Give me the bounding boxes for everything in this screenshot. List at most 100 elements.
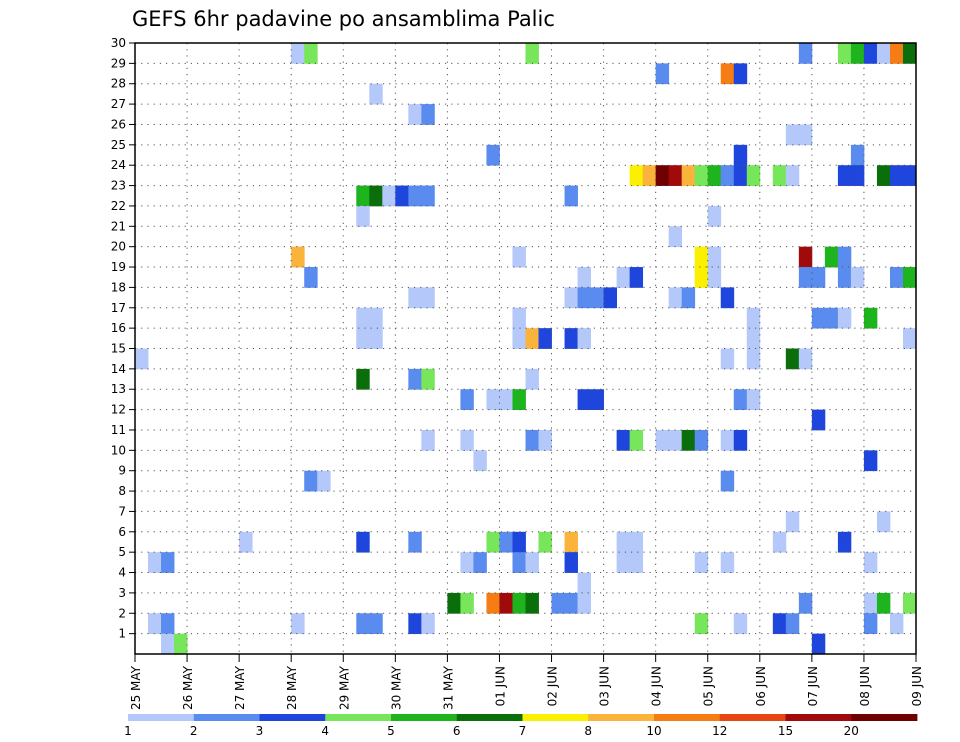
x-tick-label: 02 JUN	[546, 666, 560, 706]
heatmap-cell	[499, 389, 513, 410]
heatmap-cell	[720, 429, 735, 451]
heatmap-cell	[655, 165, 670, 186]
heatmap-cell	[668, 165, 683, 186]
heatmap-cell	[733, 429, 748, 451]
y-tick-label: 18	[111, 280, 126, 294]
heatmap-cell	[577, 287, 591, 309]
legend-label: 6	[453, 724, 461, 738]
heatmap-cell	[811, 307, 826, 329]
heatmap-cell	[694, 429, 709, 451]
heatmap-cell	[356, 613, 370, 635]
heatmap-cell	[564, 328, 578, 349]
heatmap-cell	[902, 267, 917, 288]
legend-label: 8	[584, 724, 592, 738]
y-tick-label: 10	[111, 443, 126, 457]
heatmap-cell	[785, 613, 800, 635]
heatmap-cell	[772, 531, 787, 553]
x-tick-label: 07 JUN	[806, 666, 820, 706]
x-tick-label: 30 MAY	[389, 665, 403, 710]
x-tick-label: 04 JUN	[650, 666, 664, 706]
heatmap-cell	[707, 205, 722, 227]
heatmap-cell	[824, 246, 839, 268]
heatmap-cell	[395, 185, 409, 207]
legend-swatch	[851, 714, 918, 721]
heatmap-cell	[720, 63, 735, 85]
heatmap-cell	[629, 552, 644, 573]
y-tick-label: 22	[111, 199, 126, 213]
x-tick-label: 27 MAY	[233, 665, 247, 710]
heatmap-cell	[876, 165, 891, 186]
y-tick-label: 17	[111, 301, 126, 315]
heatmap-cell	[161, 552, 175, 573]
heatmap-cell	[512, 389, 526, 410]
heatmap-cell	[512, 307, 526, 329]
heatmap-cell	[460, 389, 474, 410]
heatmap-cell	[889, 613, 904, 635]
heatmap-cell	[629, 267, 644, 288]
y-tick-label: 28	[111, 77, 126, 91]
heatmap-cell	[473, 552, 487, 573]
heatmap-cell	[382, 185, 396, 207]
heatmap-cell	[694, 613, 709, 635]
heatmap-cell	[408, 531, 422, 553]
heatmap-cell	[577, 389, 591, 410]
y-tick-label: 7	[118, 504, 126, 518]
heatmap-cell	[668, 226, 683, 248]
heatmap-cell	[616, 267, 631, 288]
y-tick-label: 11	[111, 423, 126, 437]
heatmap-cell	[746, 165, 761, 186]
heatmap-cell	[421, 429, 435, 451]
x-tick-label: 25 MAY	[129, 665, 143, 710]
x-tick-label: 08 JUN	[858, 666, 872, 706]
legend-label: 12	[712, 724, 727, 738]
heatmap-cell	[408, 287, 422, 309]
heatmap-cell	[408, 613, 422, 635]
heatmap-cell	[746, 389, 761, 410]
heatmap-cell	[525, 328, 539, 349]
y-tick-label: 13	[111, 382, 126, 396]
heatmap-cell	[291, 43, 305, 64]
heatmap-cell	[772, 165, 787, 186]
heatmap-cell	[369, 185, 383, 207]
heatmap-cell	[902, 165, 917, 186]
heatmap-cell	[863, 552, 878, 573]
heatmap-cell	[135, 348, 149, 370]
heatmap-cell	[694, 267, 709, 288]
heatmap-cell	[486, 389, 500, 410]
heatmap-cell	[616, 552, 631, 573]
heatmap-cell	[512, 552, 526, 573]
y-tick-label: 6	[118, 525, 126, 539]
heatmap-cell	[902, 592, 917, 614]
heatmap-cell	[356, 185, 370, 207]
legend-swatch	[193, 714, 260, 721]
heatmap-cell	[798, 267, 813, 288]
heatmap-cell	[460, 552, 474, 573]
heatmap-cell	[655, 63, 670, 85]
heatmap-cell	[720, 287, 735, 309]
legend-label: 15	[778, 724, 793, 738]
heatmap-cells	[135, 43, 917, 655]
legend-label: 3	[256, 724, 264, 738]
y-tick-label: 5	[118, 545, 126, 559]
heatmap-cell	[720, 552, 735, 573]
heatmap-cell	[512, 328, 526, 349]
heatmap-cell	[421, 104, 435, 125]
y-tick-label: 4	[118, 566, 126, 580]
heatmap-cell	[850, 267, 865, 288]
heatmap-cell	[850, 43, 865, 64]
y-tick-label: 30	[111, 36, 126, 50]
legend-label: 10	[646, 724, 661, 738]
heatmap-cell	[304, 267, 318, 288]
heatmap-cell	[785, 124, 800, 146]
y-tick-label: 8	[118, 484, 126, 498]
heatmap-cell	[785, 165, 800, 186]
y-tick-label: 25	[111, 138, 126, 152]
legend-swatch	[719, 714, 786, 721]
heatmap-cell	[837, 43, 852, 64]
heatmap-cell	[694, 165, 709, 186]
legend-label: 1	[124, 724, 132, 738]
heatmap-cell	[486, 531, 500, 553]
heatmap-cell	[408, 185, 422, 207]
heatmap-cell	[863, 43, 878, 64]
heatmap-cell	[785, 511, 800, 533]
